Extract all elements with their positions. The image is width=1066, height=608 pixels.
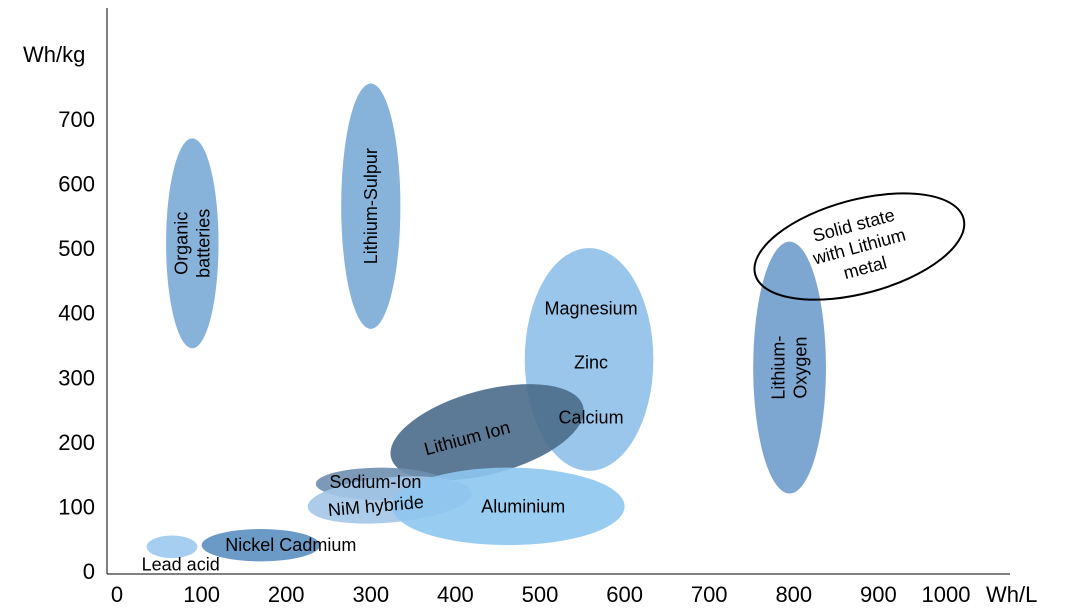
- x-tick-label: 600: [606, 582, 643, 607]
- region-lithium-oxygen: [753, 241, 826, 494]
- y-tick-label: 200: [58, 430, 95, 455]
- y-tick-label: 300: [58, 365, 95, 390]
- label-lead-acid: Lead acid: [142, 555, 220, 575]
- x-tick-label: 0: [111, 582, 123, 607]
- x-tick-label: 100: [183, 582, 220, 607]
- x-tick-label: 500: [522, 582, 559, 607]
- x-tick-label: 300: [352, 582, 389, 607]
- label-organic-batteries: Organic batteries: [171, 209, 213, 278]
- region-solid-state-with-lithium-metal: [753, 192, 966, 301]
- label-line: Lithium-Sulpur: [361, 148, 381, 264]
- label-line: batteries: [193, 209, 213, 278]
- region-aluminium: [391, 467, 625, 546]
- y-tick-label: 500: [58, 236, 95, 261]
- label-aluminium: Aluminium: [481, 496, 565, 516]
- y-tick-label: 700: [58, 107, 95, 132]
- x-tick-label: 700: [691, 582, 728, 607]
- label-lithium-oxygen: Lithium- Oxygen: [769, 336, 811, 400]
- label-nickel-cadmium: Nickel Cadmium: [225, 535, 356, 555]
- region-nickel-cadmium: [201, 529, 321, 562]
- x-tick-label: 1000: [922, 582, 971, 607]
- label-line: Aluminium: [481, 496, 565, 516]
- x-tick-label: 800: [775, 582, 812, 607]
- label-line: Nickel Cadmium: [225, 535, 356, 555]
- label-zinc: Zinc: [574, 352, 608, 372]
- region-lead-acid: [146, 535, 198, 559]
- label-sodium-ion: Sodium-Ion: [329, 472, 421, 492]
- label-line: Sodium-Ion: [329, 472, 421, 492]
- region-organic-batteries: [166, 138, 219, 349]
- y-tick-label: 400: [58, 301, 95, 326]
- x-tick-label: 400: [437, 582, 474, 607]
- x-tick-label: 200: [268, 582, 305, 607]
- label-line: Lead acid: [142, 555, 220, 575]
- y-tick-labels: 0 100 200 300 400 500 600 700: [58, 107, 95, 584]
- label-line: Lithium-: [769, 336, 789, 400]
- x-tick-label: 900: [860, 582, 897, 607]
- region-lithium-ion: [390, 384, 584, 481]
- x-axis-unit: Wh/L: [986, 582, 1037, 607]
- y-tick-label: 100: [58, 494, 95, 519]
- axes: [106, 8, 1010, 575]
- label-lithium-sulpur: Lithium-Sulpur: [361, 148, 381, 264]
- label-line: Oxygen: [791, 337, 811, 399]
- label-magnesium: Magnesium: [545, 299, 638, 319]
- y-axis-unit: Wh/kg: [23, 42, 85, 67]
- y-tick-label: 0: [83, 559, 95, 584]
- x-tick-labels: 0 100 200 300 400 500 600 700 800 900 1000 Wh/L: [111, 582, 1037, 607]
- label-line: Organic: [171, 212, 191, 275]
- technology-regions: [146, 83, 966, 562]
- y-tick-label: 600: [58, 172, 95, 197]
- region-lithium-sulpur: [341, 83, 401, 329]
- label-calcium: Calcium: [559, 407, 624, 427]
